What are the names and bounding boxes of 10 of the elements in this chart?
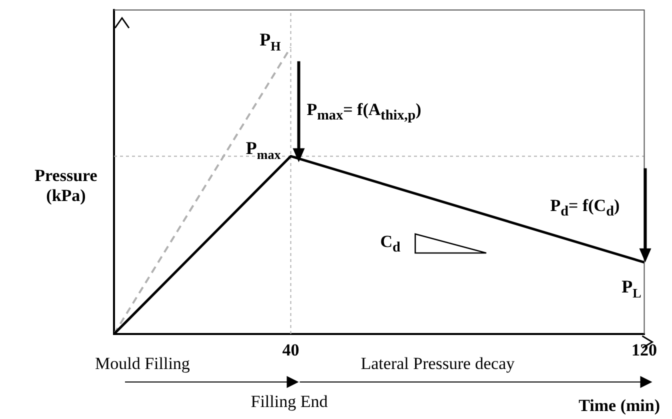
x-tick-label: 120 (632, 340, 657, 360)
text: Mould Filling (95, 354, 190, 374)
text: Filling End (250, 392, 328, 412)
annotation: C$_{d}$ (380, 232, 400, 256)
x-tick-label: 40 (282, 340, 300, 360)
x-axis-title: Time (min) (578, 396, 660, 416)
annotation: P$_{d}$= f(C$_{d}$) (550, 196, 620, 220)
annotation: P$_{max}$= f(A$_{thix,p}$) (306, 100, 422, 124)
text: Lateral Pressure decay (360, 354, 515, 374)
y-axis-title: Pressure (kPa) (34, 166, 98, 206)
